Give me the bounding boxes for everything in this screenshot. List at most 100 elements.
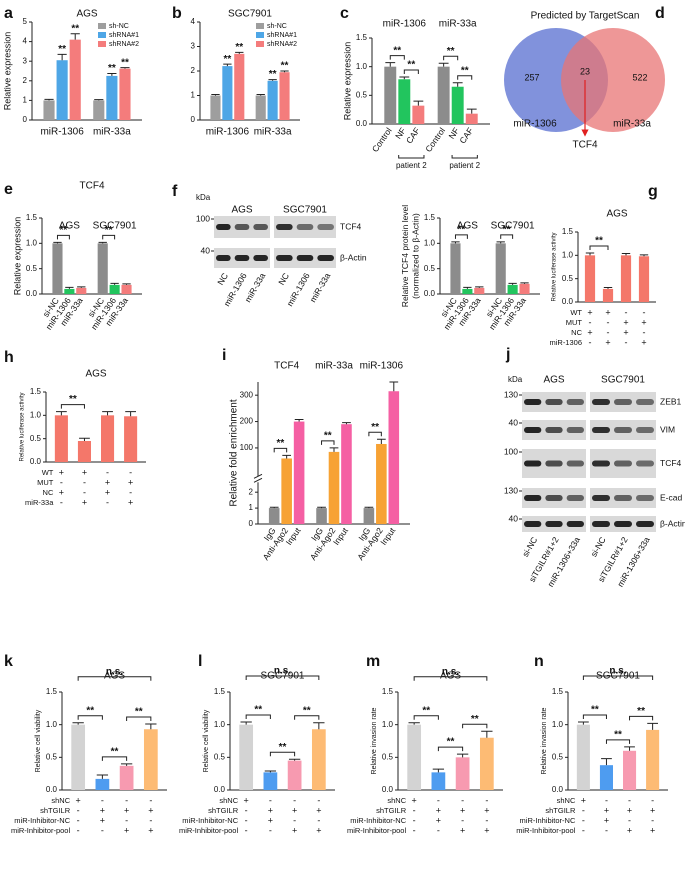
bar <box>462 288 473 294</box>
axis-break <box>254 476 262 483</box>
venn-title: Predicted by TargetScan <box>531 11 640 22</box>
error-bar <box>389 381 399 392</box>
category-label: miR-1306 <box>40 127 84 138</box>
sign: + <box>76 795 81 805</box>
bar <box>638 256 650 302</box>
y-tick-label: 0.5 <box>552 752 564 761</box>
blot-band <box>592 460 610 467</box>
sign: - <box>628 795 631 805</box>
category-label: AGS <box>59 221 80 232</box>
sign-row-label: miR-Inhibitor-pool <box>347 826 407 835</box>
y-tick-label: 1.5 <box>382 687 394 696</box>
y-tick-label: 2 <box>23 76 28 85</box>
bar <box>143 729 158 790</box>
bar <box>412 105 425 124</box>
bar <box>437 66 450 124</box>
significance: ** <box>108 63 116 74</box>
sign: - <box>589 337 592 347</box>
significance: n.s. <box>274 666 291 677</box>
significance-bracket <box>126 716 152 722</box>
bar <box>599 765 613 790</box>
blot-group: AGS <box>231 205 252 216</box>
y-tick-label: 0.5 <box>356 90 368 99</box>
sign: - <box>149 815 152 825</box>
sign: + <box>292 805 297 815</box>
significance: ** <box>407 60 415 71</box>
category-label: TCF4 <box>274 361 299 372</box>
blot-band <box>636 399 654 405</box>
y-axis-label: Relative expression <box>2 32 12 111</box>
blot-band <box>545 495 563 501</box>
sign: - <box>625 337 628 347</box>
bar <box>584 255 596 302</box>
significance-bracket <box>368 431 382 437</box>
significance: ** <box>461 65 469 76</box>
error-bar <box>269 506 279 509</box>
sign: - <box>106 467 109 477</box>
y-tick-label: 200 <box>240 417 254 426</box>
blot-band <box>592 399 610 405</box>
bar <box>287 760 302 790</box>
significance: ** <box>135 707 143 718</box>
error-bar <box>313 722 325 730</box>
y-tick-label: 1.0 <box>356 62 368 71</box>
sign-row-label: miR-Inhibitor-pool <box>516 826 576 835</box>
y-tick-label: 1 <box>191 91 196 100</box>
blot-protein: β-Actin <box>660 518 685 528</box>
y-tick-label: 0.0 <box>214 785 226 794</box>
sign: + <box>627 825 632 835</box>
y-tick-label: 0.0 <box>26 289 38 298</box>
lane-label: NC <box>215 271 230 287</box>
significance-bracket <box>269 751 296 757</box>
chart-title: SGC7901 <box>228 9 272 20</box>
blot-band <box>592 495 610 501</box>
blot-marker: 100 <box>196 213 210 223</box>
sign: + <box>100 815 105 825</box>
bar <box>450 243 461 294</box>
sign: - <box>651 795 654 805</box>
error-bar <box>585 252 595 256</box>
error-bar <box>94 99 104 101</box>
bar <box>255 95 266 120</box>
y-tick-label: 0 <box>191 115 196 124</box>
blot-band <box>614 495 632 501</box>
sign: + <box>128 497 133 507</box>
sign-row-label: miR-Inhibitor-NC <box>182 816 238 825</box>
y-tick-label: 3 <box>191 42 196 51</box>
chart-title: TCF4 <box>80 181 105 192</box>
panel-letter: c <box>340 5 349 22</box>
significance: ** <box>277 438 285 449</box>
sign: + <box>316 825 321 835</box>
sign: - <box>106 497 109 507</box>
blot-band <box>636 427 654 433</box>
y-tick-label: 1.0 <box>562 250 574 259</box>
significance: n.s. <box>609 666 626 677</box>
error-bar <box>125 411 136 417</box>
blot-marker: 40 <box>509 417 519 427</box>
blot-band <box>636 521 654 527</box>
error-bar <box>107 73 117 76</box>
lane-label: si-NC <box>588 535 607 558</box>
sign: - <box>101 825 104 835</box>
blot-band <box>276 255 293 261</box>
error-bar <box>282 454 292 459</box>
error-bar <box>399 76 410 80</box>
y-tick-label: 1.0 <box>552 720 564 729</box>
bar <box>76 287 87 294</box>
sign: + <box>641 337 646 347</box>
sign: + <box>124 825 129 835</box>
panel-letter: g <box>648 183 658 200</box>
bar <box>431 772 446 790</box>
blot-band <box>614 427 632 433</box>
bar <box>263 772 278 790</box>
sign: - <box>293 815 296 825</box>
significance: ** <box>269 69 277 80</box>
y-axis-label: Relative expression <box>342 42 352 121</box>
blot-band <box>524 399 542 405</box>
error-bar <box>102 411 113 416</box>
bar-label: Control <box>423 126 447 154</box>
blot-band <box>216 255 231 261</box>
significance-bracket <box>582 714 607 720</box>
significance-bracket <box>437 746 464 752</box>
bar <box>119 68 131 120</box>
